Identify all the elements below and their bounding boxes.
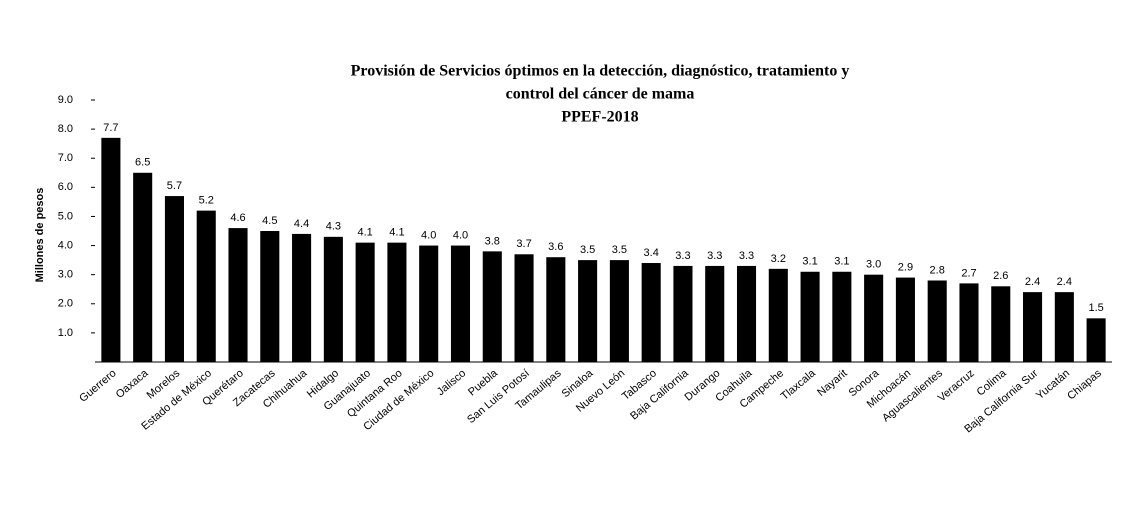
value-label: 4.5: [262, 215, 277, 227]
bar: [736, 265, 757, 362]
value-label: 4.0: [453, 229, 468, 241]
bar: [832, 271, 852, 362]
value-label: 5.2: [199, 195, 214, 207]
value-label: 5.7: [167, 180, 182, 192]
value-label: 3.3: [739, 250, 754, 262]
bar: [164, 196, 184, 362]
bar: [864, 274, 884, 362]
y-axis-label: Millones de pesos: [34, 188, 46, 283]
bar: [1023, 292, 1043, 362]
x-tick-label: Nayarit: [815, 367, 849, 399]
value-label: 3.1: [802, 256, 817, 268]
y-tick-label: 3.0: [58, 269, 73, 281]
value-label: 6.5: [135, 157, 150, 169]
bar: [609, 260, 629, 362]
value-label: 2.4: [1025, 276, 1040, 288]
bar: [705, 265, 725, 362]
x-tick-label: Jalisco: [435, 367, 468, 398]
y-tick-label: 5.0: [58, 210, 73, 222]
value-label: 3.3: [675, 250, 690, 262]
bar: [768, 268, 788, 362]
bar: [991, 286, 1011, 362]
x-tick-label: Guerrero: [77, 367, 118, 404]
bar: [387, 242, 407, 362]
bar: [292, 233, 312, 362]
value-label: 4.4: [294, 218, 309, 230]
value-label: 3.1: [834, 256, 849, 268]
value-label: 2.9: [898, 261, 913, 273]
y-tick-label: 7.0: [58, 152, 73, 164]
value-label: 4.1: [389, 227, 404, 239]
value-label: 3.4: [644, 247, 659, 259]
y-tick-label: 6.0: [58, 181, 73, 193]
bar: [641, 263, 661, 362]
value-label: 3.2: [771, 253, 786, 265]
value-label: 3.5: [580, 244, 595, 256]
value-label: 2.4: [1057, 276, 1072, 288]
bar: [450, 245, 471, 362]
bar: [959, 283, 979, 362]
y-tick-label: 8.0: [58, 123, 73, 135]
bar: [578, 260, 598, 362]
bar: [673, 265, 693, 362]
bar: [800, 271, 820, 362]
value-label: 4.6: [230, 212, 245, 224]
y-tick-label: 4.0: [58, 239, 73, 251]
chart-subtitle: PPEF-2018: [561, 109, 638, 126]
value-label: 3.0: [866, 259, 881, 271]
value-label: 3.6: [548, 241, 563, 253]
value-label: 3.8: [485, 235, 500, 247]
bar: [101, 137, 121, 362]
y-tick-label: 2.0: [58, 298, 73, 310]
value-label: 4.0: [421, 229, 436, 241]
value-label: 1.5: [1088, 302, 1103, 314]
chart-title: Provisión de Servicios óptimos en la det…: [351, 63, 850, 80]
bar: [1054, 292, 1074, 362]
x-tick-label: Chiapas: [1065, 367, 1104, 402]
bar: [514, 254, 534, 362]
bar: [895, 277, 915, 362]
x-tick-label: Oaxaca: [114, 367, 151, 401]
chart-title: control del cáncer de mama: [506, 86, 695, 103]
value-label: 3.7: [516, 238, 531, 250]
bar: [1086, 318, 1106, 362]
value-label: 7.7: [103, 122, 118, 134]
x-tick-label: Yucatán: [1034, 367, 1072, 402]
value-label: 3.5: [612, 244, 627, 256]
bar: [260, 231, 280, 362]
value-label: 2.6: [993, 270, 1008, 282]
bar: [482, 251, 502, 362]
bar: [927, 280, 947, 362]
x-tick-label: Tlaxcala: [779, 367, 819, 403]
y-tick-label: 1.0: [58, 327, 73, 339]
value-label: 2.8: [930, 264, 945, 276]
value-label: 4.1: [357, 227, 372, 239]
bar: [355, 242, 375, 362]
bar: [323, 236, 343, 362]
value-label: 2.7: [961, 267, 976, 279]
value-label: 4.3: [326, 221, 341, 233]
bar: [419, 245, 439, 362]
bar: [196, 210, 216, 362]
bar: [228, 228, 248, 362]
value-label: 3.3: [707, 250, 722, 262]
bar: [546, 257, 566, 362]
bar: [133, 172, 153, 362]
y-tick-label: 9.0: [58, 94, 73, 106]
